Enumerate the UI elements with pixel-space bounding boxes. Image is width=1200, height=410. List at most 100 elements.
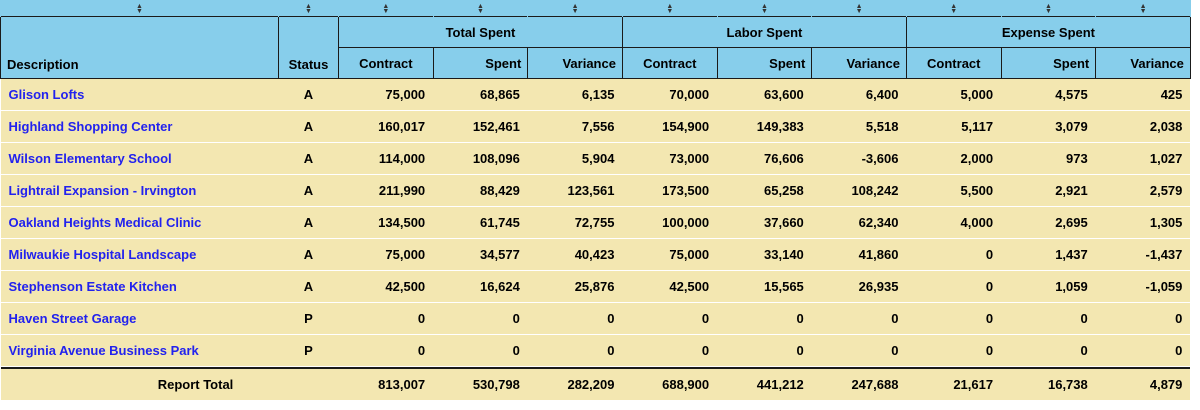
value-cell: 72,755 [527, 206, 623, 239]
sort-arrows-icon[interactable]: ▲ ▼ [1044, 3, 1052, 16]
group-expense-spent: Expense Spent [905, 16, 1191, 48]
value-cell: 0 [906, 238, 1002, 271]
value-cell: 173,500 [622, 174, 718, 207]
project-link[interactable]: Oakland Heights Medical Clinic [0, 206, 279, 239]
value-cell: 41,860 [811, 238, 907, 271]
sort-arrows-icon[interactable]: ▲ ▼ [855, 3, 863, 16]
value-cell: 425 [1095, 78, 1191, 111]
value-cell: 62,340 [811, 206, 907, 239]
value-cell: 26,935 [811, 270, 907, 303]
sort-arrows-icon[interactable]: ▲ ▼ [382, 3, 390, 16]
header-description: Description [0, 16, 279, 79]
sort-arrows-icon[interactable]: ▲ ▼ [477, 3, 484, 16]
group-labor-spent: Labor Spent [621, 16, 907, 48]
sort-labor-variance[interactable]: ▲ ▼ [811, 0, 907, 17]
value-cell: 0 [906, 270, 1002, 303]
total-cell: 813,007 [338, 369, 434, 400]
status-cell: A [278, 174, 339, 207]
value-cell: 42,500 [338, 270, 434, 303]
value-cell: 108,096 [433, 142, 528, 175]
total-cell: 21,617 [906, 369, 1002, 400]
sort-arrows-icon[interactable]: ▲ ▼ [666, 3, 674, 16]
value-cell: 0 [717, 302, 812, 335]
status-cell: A [278, 78, 339, 111]
value-cell: 973 [1001, 142, 1096, 175]
value-cell: 88,429 [433, 174, 528, 207]
sort-arrows-icon[interactable]: ▲ ▼ [136, 3, 143, 16]
value-cell: 0 [1095, 334, 1191, 367]
value-cell: 2,000 [906, 142, 1002, 175]
value-cell: 16,624 [433, 270, 528, 303]
table-row: Stephenson Estate Kitchen A 42,500 16,624 25… [0, 270, 1191, 303]
value-cell: 211,990 [338, 174, 434, 207]
project-link[interactable]: Haven Street Garage [0, 302, 279, 335]
status-cell: A [278, 110, 339, 143]
value-cell: 76,606 [717, 142, 812, 175]
value-cell: 0 [811, 334, 907, 367]
sort-labor-spent[interactable]: ▲ ▼ [716, 0, 813, 17]
sort-status[interactable]: ▲ ▼ [278, 0, 339, 17]
table-row: Haven Street Garage P 0 0 0 0 0 0 0 0 0 [0, 302, 1191, 335]
value-cell: 6,400 [811, 78, 907, 111]
value-cell: 134,500 [338, 206, 434, 239]
value-cell: 0 [811, 302, 907, 335]
project-link[interactable]: Wilson Elementary School [0, 142, 279, 175]
value-cell: 75,000 [338, 78, 434, 111]
project-link[interactable]: Milwaukie Hospital Landscape [0, 238, 279, 271]
value-cell: -1,437 [1095, 238, 1191, 271]
value-cell: 108,242 [811, 174, 907, 207]
value-cell: 0 [1095, 302, 1191, 335]
value-cell: 100,000 [622, 206, 718, 239]
header-total-variance: Variance [527, 47, 623, 79]
value-cell: -3,606 [811, 142, 907, 175]
sort-arrows-icon[interactable]: ▲ ▼ [760, 3, 768, 16]
value-cell: 2,038 [1095, 110, 1191, 143]
value-cell: 2,579 [1095, 174, 1191, 207]
header-total-spent: Spent [432, 47, 529, 79]
project-link[interactable]: Stephenson Estate Kitchen [0, 270, 279, 303]
value-cell: 0 [433, 334, 528, 367]
value-cell: 33,140 [717, 238, 812, 271]
value-cell: 149,383 [717, 110, 812, 143]
value-cell: 0 [717, 334, 812, 367]
table-row: Glison Lofts A 75,000 68,865 6,135 70,000 63,6… [0, 78, 1191, 111]
value-cell: 2,921 [1001, 174, 1096, 207]
sort-total-contract[interactable]: ▲ ▼ [338, 0, 434, 17]
header-labor-contract: Contract [621, 47, 718, 79]
project-link[interactable]: Lightrail Expansion - Irvington [0, 174, 279, 207]
table-row: Milwaukie Hospital Landscape A 75,000 34,57… [0, 238, 1191, 271]
sort-total-variance[interactable]: ▲ ▼ [527, 0, 623, 17]
value-cell: 75,000 [338, 238, 434, 271]
sort-expense-variance[interactable]: ▲ ▼ [1095, 0, 1191, 17]
report-total-label: Report Total [0, 369, 339, 400]
value-cell: 0 [338, 334, 434, 367]
table-row: Lightrail Expansion - Irvington A 211,990 8… [0, 174, 1191, 207]
total-cell: 441,212 [717, 369, 812, 400]
total-cell: 4,879 [1095, 369, 1191, 400]
header-total-contract: Contract [338, 47, 434, 79]
table-row: Highland Shopping Center A 160,017 152,461 7… [0, 110, 1191, 143]
value-cell: 75,000 [622, 238, 718, 271]
sort-labor-contract[interactable]: ▲ ▼ [621, 0, 718, 17]
project-link[interactable]: Glison Lofts [0, 78, 279, 111]
sort-expense-contract[interactable]: ▲ ▼ [905, 0, 1002, 17]
project-link[interactable]: Highland Shopping Center [0, 110, 279, 143]
sort-arrows-icon[interactable]: ▲ ▼ [571, 3, 579, 16]
sort-arrows-icon[interactable]: ▲ ▼ [1139, 3, 1147, 16]
project-link[interactable]: Virginia Avenue Business Park [0, 334, 279, 367]
value-cell: 4,575 [1001, 78, 1096, 111]
report-total-row: Report Total 813,007 530,798 282,209 688… [0, 369, 1191, 400]
sort-arrows-icon[interactable]: ▲ ▼ [305, 3, 312, 16]
value-cell: 0 [622, 334, 718, 367]
sort-expense-spent[interactable]: ▲ ▼ [1000, 0, 1097, 17]
header-status: Status [278, 16, 339, 79]
sort-arrows-icon[interactable]: ▲ ▼ [950, 3, 958, 16]
sort-total-spent[interactable]: ▲ ▼ [432, 0, 529, 17]
value-cell: 160,017 [338, 110, 434, 143]
value-cell: 63,600 [717, 78, 812, 111]
report-table: ▲ ▼ ▲ ▼ ▲ ▼ ▲ ▼ ▲ ▼ ▲ ▼ ▲ ▼ ▲ ▼ ▲ ▼ ▲ ▼ ▲ ▼ Descrip… [0, 0, 1191, 400]
value-cell: 61,745 [433, 206, 528, 239]
total-cell: 530,798 [433, 369, 528, 400]
value-cell: 68,865 [433, 78, 528, 111]
sort-description[interactable]: ▲ ▼ [0, 0, 279, 17]
